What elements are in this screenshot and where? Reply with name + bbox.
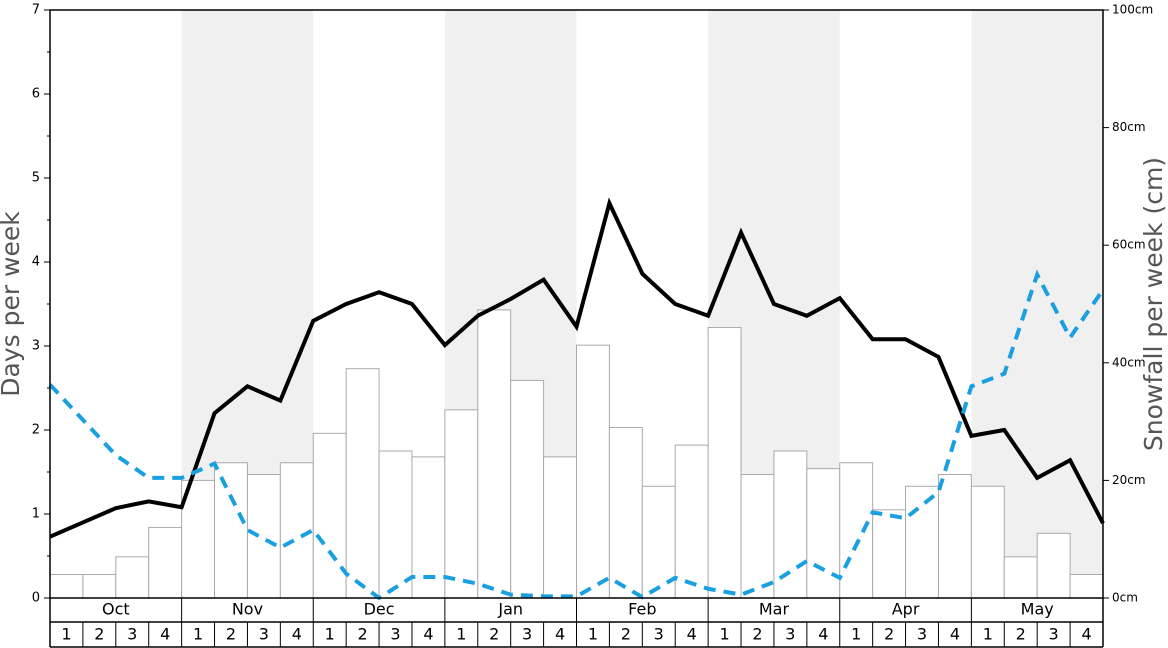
month-label: Apr <box>892 600 920 619</box>
week-label: 2 <box>1016 625 1026 644</box>
week-label: 4 <box>292 625 302 644</box>
week-label: 3 <box>1049 625 1059 644</box>
week-label: 3 <box>917 625 927 644</box>
month-label: Dec <box>364 600 395 619</box>
week-label: 2 <box>358 625 368 644</box>
week-label: 3 <box>654 625 664 644</box>
y-tick-label: 0 <box>32 591 40 606</box>
week-label: 1 <box>588 625 598 644</box>
y2-tick-label: 40cm <box>1112 355 1146 369</box>
week-label: 2 <box>884 625 894 644</box>
bar <box>345 368 380 599</box>
bar <box>1003 556 1038 599</box>
y-axis-label: Days per week <box>0 211 25 397</box>
week-label: 3 <box>390 625 400 644</box>
month-label: Feb <box>628 600 656 619</box>
bar <box>246 474 281 599</box>
bar <box>806 468 841 599</box>
bar <box>707 327 742 599</box>
bar <box>1036 532 1071 599</box>
y2-tick-label: 80cm <box>1112 120 1146 134</box>
bar <box>411 456 446 599</box>
y-tick-label: 2 <box>32 423 40 438</box>
bar <box>905 485 939 599</box>
week-label: 2 <box>752 625 762 644</box>
week-label: 2 <box>94 625 104 644</box>
month-label: Mar <box>759 600 790 619</box>
bar <box>444 409 479 599</box>
y-tick-label: 7 <box>32 3 40 18</box>
week-label: 1 <box>851 625 861 644</box>
week-label: 1 <box>61 625 71 644</box>
bar <box>543 456 577 599</box>
y2-tick-label: 20cm <box>1112 473 1146 487</box>
week-label: 3 <box>259 625 269 644</box>
bar <box>312 432 347 599</box>
week-label: 3 <box>522 625 532 644</box>
week-label: 1 <box>193 625 203 644</box>
bar <box>641 485 676 599</box>
bar <box>214 462 248 599</box>
y-tick-label: 6 <box>32 87 40 102</box>
week-label: 4 <box>160 625 170 644</box>
bar <box>970 485 1005 599</box>
bar <box>279 462 314 599</box>
month-label: Jan <box>497 600 523 619</box>
y-tick-label: 1 <box>32 507 40 522</box>
y2-tick-label: 60cm <box>1112 238 1146 252</box>
bar <box>378 450 413 599</box>
bar <box>148 526 183 599</box>
week-label: 4 <box>818 625 828 644</box>
week-label: 2 <box>621 625 631 644</box>
y2-tick-label: 100cm <box>1112 3 1153 17</box>
month-label: Nov <box>232 600 263 619</box>
week-label: 1 <box>456 625 466 644</box>
line <box>49 197 1105 539</box>
y2-tick-label: 0cm <box>1112 591 1138 605</box>
y-tick-label: 4 <box>32 255 40 270</box>
bar <box>576 344 610 599</box>
y2-axis-label: Snowfall per week (cm) <box>1139 157 1168 451</box>
bar <box>49 573 84 599</box>
week-label: 4 <box>1081 625 1091 644</box>
week-label: 1 <box>719 625 729 644</box>
bar <box>510 379 545 599</box>
bar <box>773 450 808 599</box>
bar <box>115 556 150 599</box>
bar <box>608 426 643 599</box>
week-label: 4 <box>950 625 960 644</box>
week-label: 2 <box>489 625 499 644</box>
bar <box>740 474 775 599</box>
bar <box>181 479 216 599</box>
week-label: 1 <box>983 625 993 644</box>
bar <box>937 474 972 599</box>
week-label: 4 <box>687 625 697 644</box>
line <box>48 269 1105 601</box>
bar <box>674 444 709 599</box>
week-label: 4 <box>423 625 433 644</box>
week-label: 3 <box>785 625 795 644</box>
bar <box>1069 573 1104 599</box>
month-label: Oct <box>102 600 130 619</box>
bar <box>839 462 874 599</box>
week-label: 1 <box>325 625 335 644</box>
y-tick-label: 3 <box>32 339 40 354</box>
week-label: 4 <box>555 625 565 644</box>
bar <box>477 309 512 599</box>
bar <box>872 509 907 599</box>
week-label: 2 <box>226 625 236 644</box>
month-label: May <box>1021 600 1054 619</box>
week-label: 3 <box>127 625 137 644</box>
bar <box>82 573 117 599</box>
y-tick-label: 5 <box>32 171 40 186</box>
